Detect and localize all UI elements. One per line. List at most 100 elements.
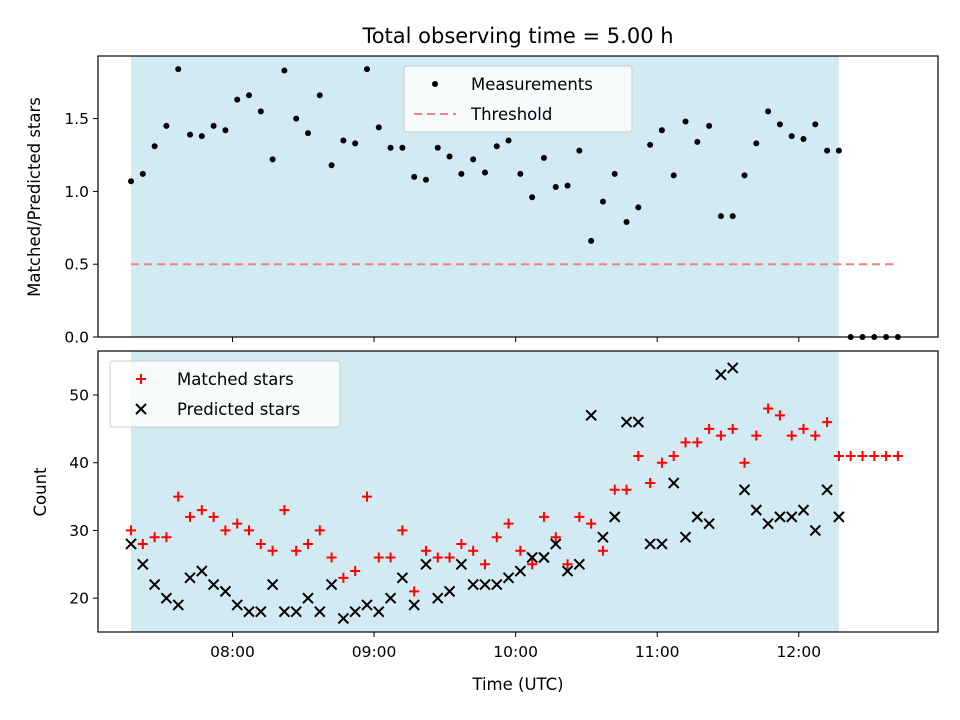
matched-stars-point bbox=[456, 538, 467, 549]
matched-stars-point bbox=[137, 538, 148, 549]
predicted-stars-point bbox=[679, 531, 692, 543]
matched-stars-point bbox=[220, 525, 231, 536]
predicted-stars-point bbox=[455, 558, 468, 570]
predicted-stars-point bbox=[526, 551, 538, 564]
matched-stars-point bbox=[633, 450, 644, 461]
measurement-point bbox=[198, 133, 205, 140]
measurement-point bbox=[647, 141, 654, 148]
bottom-series-predicted-stars bbox=[125, 362, 845, 625]
matched-stars-point bbox=[645, 478, 656, 489]
measurement-point bbox=[316, 92, 323, 99]
predicted-stars-point bbox=[325, 578, 338, 591]
top-y-tick-label: 1.0 bbox=[64, 183, 89, 201]
matched-stars-point bbox=[373, 552, 384, 563]
measurement-point bbox=[352, 140, 359, 147]
top-axes-frame bbox=[97, 55, 939, 338]
measurement-point bbox=[588, 237, 595, 244]
matched-stars-point bbox=[822, 417, 833, 428]
predicted-stars-point bbox=[691, 511, 704, 523]
measurement-point bbox=[187, 131, 194, 138]
predicted-stars-point bbox=[278, 605, 291, 618]
matched-stars-point bbox=[291, 545, 302, 556]
measurement-point bbox=[269, 156, 276, 163]
measurement-point bbox=[729, 213, 736, 220]
matched-stars-point bbox=[786, 430, 797, 441]
matched-stars-point bbox=[185, 511, 196, 522]
measurement-point bbox=[222, 127, 229, 134]
legend-label: Predicted stars bbox=[177, 400, 300, 419]
measurement-point bbox=[505, 137, 512, 144]
predicted-stars-point bbox=[219, 585, 232, 598]
matched-stars-point bbox=[892, 450, 903, 461]
matched-stars-point bbox=[538, 511, 549, 522]
measurement-point bbox=[481, 169, 488, 176]
predicted-stars-point bbox=[833, 511, 845, 523]
matched-stars-point bbox=[869, 450, 880, 461]
legend-label: Matched stars bbox=[177, 370, 294, 389]
predicted-stars-point bbox=[314, 605, 326, 618]
predicted-stars-point bbox=[715, 368, 727, 381]
matched-stars-point bbox=[833, 450, 844, 461]
matched-stars-point bbox=[857, 450, 868, 461]
measurement-point bbox=[599, 198, 606, 205]
legend-label: Measurements bbox=[471, 75, 593, 94]
measurement-point bbox=[246, 92, 253, 99]
predicted-stars-point bbox=[467, 578, 479, 591]
legend-label: Threshold bbox=[470, 105, 552, 124]
measurement-point bbox=[399, 144, 406, 151]
measurement-point bbox=[800, 135, 807, 142]
matched-stars-point bbox=[314, 525, 325, 536]
predicted-stars-point bbox=[762, 517, 774, 530]
predicted-stars-point bbox=[384, 592, 397, 604]
matched-stars-point bbox=[515, 545, 526, 556]
measurement-point bbox=[128, 178, 135, 185]
bottom-y-tick-label: 50 bbox=[69, 387, 89, 405]
bottom-series-matched-stars bbox=[126, 403, 903, 597]
matched-stars-point bbox=[491, 532, 502, 543]
matched-stars-point bbox=[562, 559, 573, 570]
bottom-x-axis-label: Time (UTC) bbox=[471, 675, 563, 694]
measurement-point bbox=[741, 172, 748, 179]
measurement-point bbox=[776, 121, 783, 128]
matched-stars-point bbox=[350, 566, 361, 577]
measurement-point bbox=[706, 122, 713, 129]
matched-stars-point bbox=[326, 552, 337, 563]
matched-stars-point bbox=[468, 545, 479, 556]
predicted-stars-point bbox=[797, 504, 810, 516]
predicted-stars-point bbox=[786, 511, 798, 523]
matched-stars-point bbox=[798, 423, 809, 434]
predicted-stars-point bbox=[750, 504, 763, 516]
measurement-point bbox=[470, 156, 477, 163]
matched-stars-point bbox=[715, 430, 726, 441]
bottom-axes-frame bbox=[97, 350, 939, 633]
predicted-stars-point bbox=[656, 538, 668, 550]
measurement-point bbox=[234, 96, 241, 103]
predicted-stars-point bbox=[408, 599, 420, 611]
matched-stars-point bbox=[479, 559, 490, 570]
predicted-stars-point bbox=[703, 517, 715, 530]
predicted-stars-point bbox=[290, 605, 302, 618]
matched-stars-point bbox=[208, 511, 219, 522]
measurement-point bbox=[835, 147, 842, 154]
measurement-point bbox=[422, 176, 429, 183]
predicted-stars-point bbox=[396, 572, 409, 584]
matched-stars-point bbox=[432, 552, 443, 563]
measurement-point bbox=[305, 130, 311, 137]
top-y-tick-label: 0.0 bbox=[64, 329, 89, 347]
predicted-stars-point bbox=[502, 572, 515, 584]
matched-stars-point bbox=[397, 525, 408, 536]
predicted-stars-point bbox=[597, 531, 609, 543]
top-legend-box bbox=[403, 65, 633, 133]
matched-stars-point bbox=[810, 430, 821, 441]
measurement-point bbox=[717, 213, 724, 220]
matched-stars-point bbox=[739, 457, 750, 468]
matched-stars-point bbox=[126, 525, 137, 536]
matched-stars-point bbox=[255, 538, 266, 549]
matched-stars-point bbox=[727, 423, 738, 434]
predicted-stars-point bbox=[231, 599, 243, 611]
measurement-point bbox=[139, 170, 146, 177]
measurement-point bbox=[434, 144, 441, 151]
chart-title: Total observing time = 5.00 h bbox=[361, 24, 673, 48]
x-tick-label: 09:00 bbox=[352, 643, 397, 661]
measurement-point bbox=[788, 133, 795, 140]
